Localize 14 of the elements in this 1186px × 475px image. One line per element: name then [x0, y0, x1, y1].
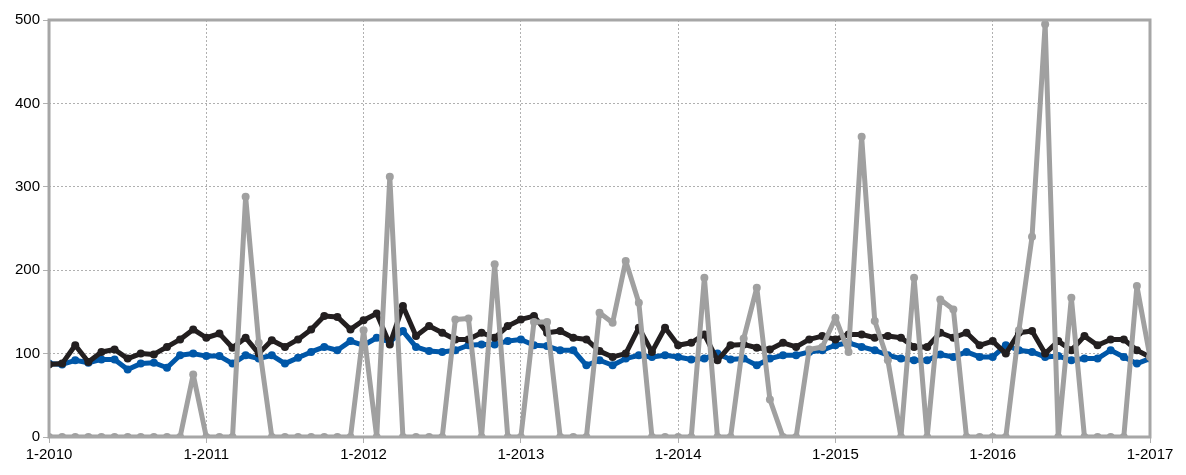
- y-tick-label: 500: [15, 10, 41, 28]
- x-tick-label: 1-2013: [497, 445, 545, 463]
- x-tick-label: 1-2016: [969, 445, 1017, 463]
- y-tick-label: 200: [15, 260, 41, 278]
- x-tick-label: 1-2010: [25, 445, 73, 463]
- x-tick-label: 1-2015: [812, 445, 859, 463]
- x-tick-label: 1-2012: [340, 445, 387, 463]
- y-tick-label: 400: [15, 93, 41, 111]
- y-tick-label: 300: [15, 176, 41, 194]
- y-tick-label: 0: [31, 427, 41, 445]
- x-tick-label: 1-2014: [654, 445, 702, 463]
- y-tick-label: 100: [15, 343, 41, 361]
- x-tick-label: 1-2017: [1126, 445, 1174, 463]
- x-tick-label: 1-2011: [183, 445, 230, 463]
